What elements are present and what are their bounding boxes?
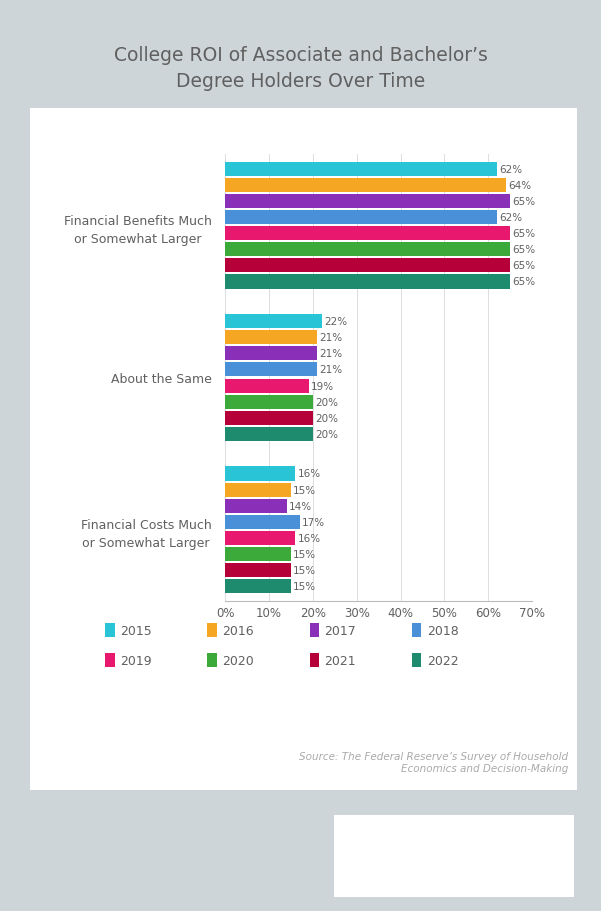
- Text: 2020: 2020: [222, 654, 254, 667]
- Text: 21%: 21%: [320, 365, 343, 375]
- Text: 64%: 64%: [508, 180, 531, 190]
- Text: 2016: 2016: [222, 624, 254, 637]
- Text: 65%: 65%: [512, 245, 535, 255]
- Bar: [225, 363, 317, 377]
- Bar: [225, 347, 317, 361]
- Bar: [225, 548, 291, 561]
- Text: 65%: 65%: [512, 229, 535, 239]
- Bar: [225, 395, 313, 409]
- Text: 21%: 21%: [320, 349, 343, 359]
- Text: 14%: 14%: [289, 501, 312, 511]
- Bar: [225, 179, 505, 192]
- Text: 2019: 2019: [120, 654, 152, 667]
- Text: 2017: 2017: [325, 624, 356, 637]
- Text: 15%: 15%: [293, 549, 316, 559]
- Text: 15%: 15%: [293, 566, 316, 576]
- Bar: [225, 243, 510, 257]
- Text: College ROI of Associate and Bachelor’s
Degree Holders Over Time: College ROI of Associate and Bachelor’s …: [114, 46, 487, 91]
- Bar: [225, 579, 291, 594]
- Bar: [225, 427, 313, 442]
- Bar: [225, 564, 291, 578]
- Text: 16%: 16%: [297, 533, 321, 543]
- Text: 65%: 65%: [512, 197, 535, 207]
- Text: 22%: 22%: [324, 317, 347, 327]
- Bar: [225, 379, 308, 394]
- Bar: [225, 259, 510, 273]
- Bar: [225, 210, 497, 225]
- Bar: [225, 227, 510, 241]
- Text: Source: The Federal Reserve’s Survey of Household
Economics and Decision-Making: Source: The Federal Reserve’s Survey of …: [299, 752, 568, 773]
- Text: encoura·: encoura·: [507, 834, 562, 844]
- Text: 20%: 20%: [315, 397, 338, 407]
- Bar: [225, 331, 317, 345]
- Bar: [225, 195, 510, 209]
- Bar: [225, 314, 322, 329]
- Text: 62%: 62%: [499, 165, 522, 175]
- Bar: [225, 411, 313, 425]
- Text: 62%: 62%: [499, 213, 522, 223]
- Text: 65%: 65%: [512, 277, 535, 287]
- Text: 21%: 21%: [320, 333, 343, 343]
- Text: 2021: 2021: [325, 654, 356, 667]
- Bar: [225, 467, 296, 481]
- Bar: [225, 483, 291, 497]
- Text: 2015: 2015: [120, 624, 152, 637]
- Text: 2018: 2018: [427, 624, 459, 637]
- Bar: [225, 162, 497, 177]
- Text: 16%: 16%: [297, 469, 321, 479]
- Text: 17%: 17%: [302, 517, 325, 527]
- Text: Eduventures’ Research: Eduventures’ Research: [369, 864, 562, 882]
- Text: 15%: 15%: [293, 581, 316, 591]
- Bar: [225, 275, 510, 289]
- Text: 2022: 2022: [427, 654, 459, 667]
- Text: 20%: 20%: [315, 414, 338, 424]
- Text: 20%: 20%: [315, 429, 338, 439]
- Text: 19%: 19%: [311, 381, 334, 391]
- Text: 15%: 15%: [293, 485, 316, 495]
- Bar: [225, 531, 296, 546]
- Bar: [225, 499, 287, 513]
- Bar: [225, 516, 300, 529]
- Text: 65%: 65%: [512, 261, 535, 271]
